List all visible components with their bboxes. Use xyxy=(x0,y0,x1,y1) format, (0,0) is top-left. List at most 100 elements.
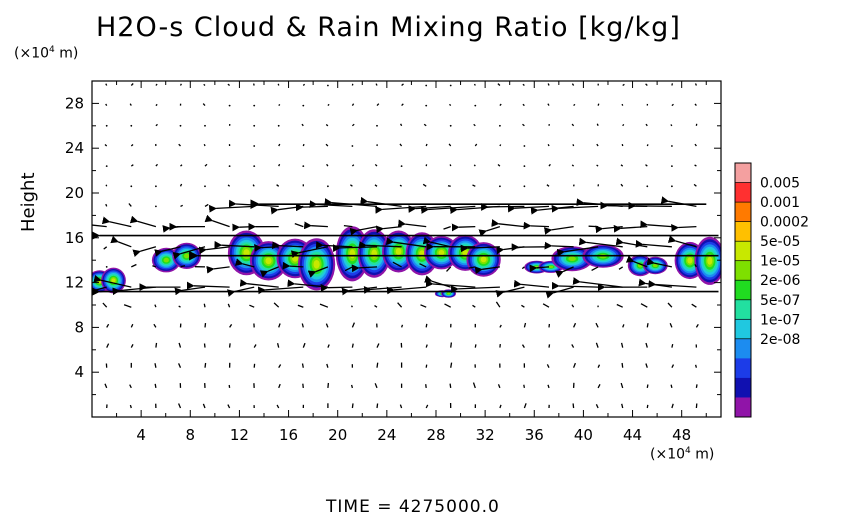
wind-vector xyxy=(628,201,672,210)
wind-vector xyxy=(130,83,134,86)
wind-vector xyxy=(499,324,502,328)
wind-vector xyxy=(573,322,577,328)
wind-vector xyxy=(695,323,699,328)
wind-vector xyxy=(131,263,137,268)
cloud-patch xyxy=(335,226,439,282)
wind-vector xyxy=(449,124,452,127)
wind-vector xyxy=(425,384,427,388)
wind-vector xyxy=(450,362,453,368)
wind-vector xyxy=(178,143,181,147)
wind-vector xyxy=(226,286,255,297)
wind-vector xyxy=(386,237,427,248)
wind-vector xyxy=(253,104,256,107)
wind-vector xyxy=(154,246,181,257)
wind-vector xyxy=(419,263,427,268)
cloud-contour xyxy=(243,249,250,257)
cloud-contour xyxy=(265,257,272,265)
wind-vector xyxy=(253,165,256,168)
wind-vector xyxy=(350,384,354,389)
wind-vector xyxy=(620,164,624,167)
wind-vector xyxy=(374,163,378,167)
wind-vector xyxy=(155,342,158,348)
x-tick-label: 48 xyxy=(672,426,691,444)
wind-vector xyxy=(645,123,648,127)
wind-vector xyxy=(529,264,550,273)
cloud-patch xyxy=(627,254,668,277)
x-axis: 4 8 12 16 20 24 28 32 36 40 44 48 xyxy=(116,81,707,444)
wind-vector xyxy=(105,266,108,268)
wind-vector xyxy=(591,266,599,271)
colorbar-swatch xyxy=(735,202,751,222)
wind-vector xyxy=(254,244,279,252)
wind-vector xyxy=(271,241,304,250)
wind-vector xyxy=(695,384,698,389)
cloud-contour xyxy=(313,260,320,269)
wind-vector xyxy=(327,103,330,107)
wind-vector xyxy=(129,384,132,389)
wind-vector xyxy=(320,283,353,292)
wind-vector xyxy=(399,404,403,409)
wind-vector xyxy=(422,183,427,187)
wind-vector xyxy=(325,123,329,127)
wind-vector xyxy=(374,184,378,187)
wind-vector xyxy=(276,343,280,348)
wind-vector xyxy=(646,185,649,188)
wind-vector xyxy=(671,343,674,348)
wind-vector xyxy=(253,145,256,147)
wind-vector xyxy=(179,83,182,86)
wind-vector xyxy=(399,143,403,147)
wind-vector xyxy=(227,404,231,409)
wind-vector xyxy=(450,285,500,294)
wind-vector xyxy=(105,83,108,86)
wind-vector xyxy=(546,364,550,368)
wind-vector xyxy=(460,244,500,253)
y-tick-label: 16 xyxy=(65,229,84,247)
wind-vector xyxy=(301,323,304,328)
wind-vector xyxy=(523,322,527,328)
wind-vector xyxy=(547,83,550,86)
wind-vector xyxy=(129,215,157,228)
wind-vector xyxy=(645,83,648,86)
wind-vector xyxy=(572,144,575,147)
wind-vector xyxy=(155,185,157,188)
colorbar-swatch xyxy=(735,377,751,398)
wind-vector xyxy=(571,83,575,86)
wind-vector xyxy=(571,344,575,348)
wind-vector xyxy=(278,383,281,389)
wind-vector xyxy=(597,383,601,389)
wind-vector xyxy=(596,123,599,127)
cloud-contour xyxy=(349,249,356,259)
colorbar-label: 5e-07 xyxy=(760,293,800,309)
wind-vector xyxy=(152,265,157,268)
y-tick-label: 8 xyxy=(74,318,84,336)
wind-vector xyxy=(450,342,453,348)
cloud-patch xyxy=(227,230,336,291)
wind-vector xyxy=(351,343,354,348)
wind-vector xyxy=(474,266,500,275)
wind-vector xyxy=(474,143,478,147)
wind-vector xyxy=(386,286,427,295)
wind-vector xyxy=(155,83,158,86)
wind-vector xyxy=(671,185,673,188)
wind-vector xyxy=(327,344,330,348)
wind-vector xyxy=(303,221,328,230)
wind-vector xyxy=(551,204,599,213)
wind-vector xyxy=(499,124,501,127)
wind-vector xyxy=(203,303,206,308)
wind-vector xyxy=(449,164,452,167)
wind-vector xyxy=(620,342,624,348)
colorbar-swatch xyxy=(735,182,751,203)
wind-vector xyxy=(645,164,648,167)
wind-vector xyxy=(670,124,673,127)
wind-vector xyxy=(325,323,329,328)
wind-vector xyxy=(497,164,501,167)
wind-vector xyxy=(227,83,231,87)
wind-vector xyxy=(130,124,133,127)
wind-vector xyxy=(375,83,378,86)
wind-vector xyxy=(297,304,304,308)
wind-vector xyxy=(106,343,110,348)
wind-vector xyxy=(102,302,108,308)
wind-vector xyxy=(180,164,183,167)
wind-vector xyxy=(451,223,476,232)
